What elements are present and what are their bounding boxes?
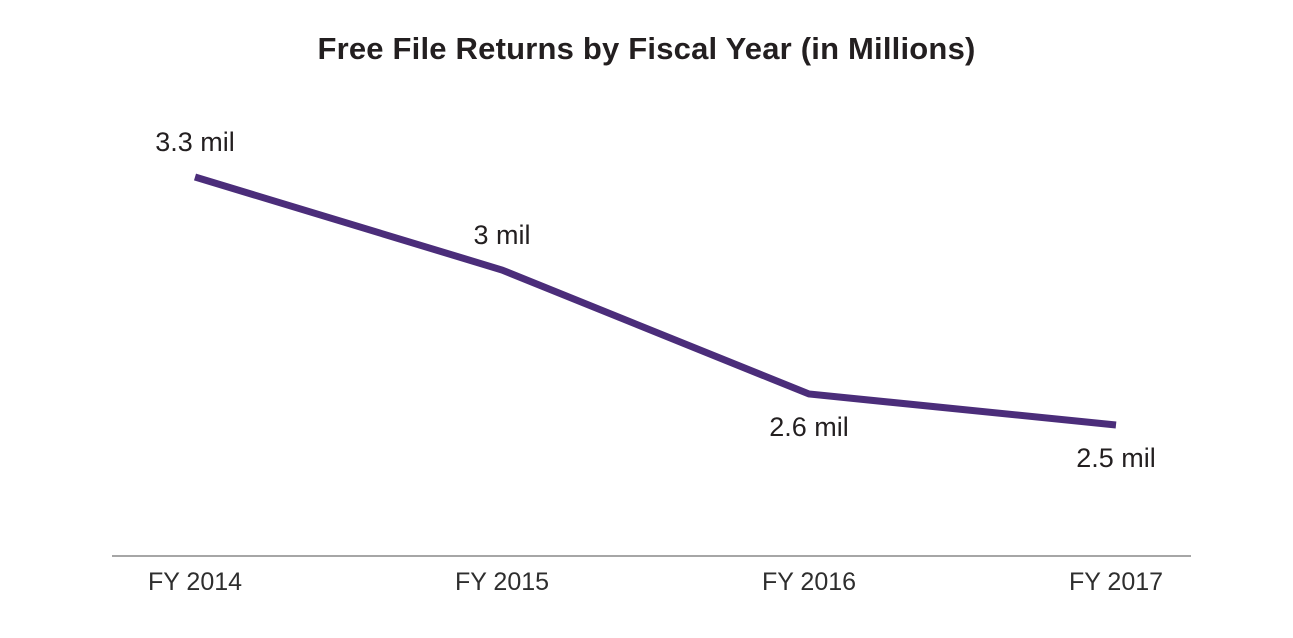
- chart-title: Free File Returns by Fiscal Year (in Mil…: [317, 31, 976, 66]
- data-label: 2.5 mil: [1076, 443, 1156, 473]
- x-tick-label: FY 2017: [1068, 568, 1164, 596]
- data-label: 3.3 mil: [155, 127, 235, 157]
- x-tick-label: FY 2015: [454, 568, 550, 596]
- data-label: 2.6 mil: [769, 412, 849, 442]
- data-label: 3 mil: [473, 220, 531, 250]
- x-tick-label: FY 2014: [147, 568, 243, 596]
- line-series: [193, 173, 1117, 429]
- x-tick-label: FY 2016: [761, 568, 857, 596]
